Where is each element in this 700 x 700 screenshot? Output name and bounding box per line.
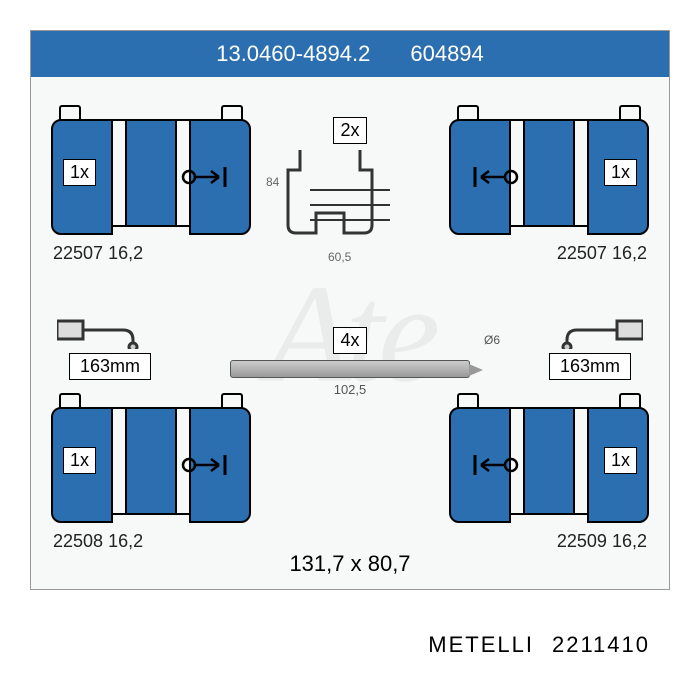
pad-code-br: 22509 16,2: [557, 531, 647, 552]
brand-ref: 2211410: [552, 632, 650, 658]
part-number: 13.0460-4894.2: [216, 41, 370, 67]
header-bar: 13.0460-4894.2 604894: [31, 31, 669, 77]
diagram-content: Ate 2x 84 60,5: [31, 77, 669, 591]
clip-icon: [280, 150, 420, 250]
short-code: 604894: [410, 41, 483, 67]
footer: METELLI 2211410: [428, 632, 650, 658]
direction-arrow-icon: [469, 165, 519, 189]
direction-arrow-icon: [181, 165, 231, 189]
brand-name: METELLI: [428, 632, 534, 658]
clip-width: 60,5: [328, 250, 351, 264]
sensor-diameter: Ø6: [484, 333, 500, 347]
clip-height: 84: [266, 175, 279, 189]
wire-sensor-right: [523, 309, 643, 349]
pad-bottom-right: 1x: [449, 393, 649, 523]
pad-qty: 1x: [63, 159, 96, 186]
pad-top-right: 1x: [449, 105, 649, 235]
wire-length-right: 163mm: [549, 353, 631, 380]
wire-sensor-left: [57, 309, 177, 349]
sensor-length: 102,5: [230, 382, 470, 397]
page: 13.0460-4894.2 604894 Ate 2x 84 60,5: [0, 0, 700, 700]
pad-qty: 1x: [604, 159, 637, 186]
wear-sensor-straight: 4x Ø6 102,5: [230, 327, 470, 397]
brake-pad-diagram: 13.0460-4894.2 604894 Ate 2x 84 60,5: [30, 30, 670, 590]
sensor-icon: [230, 360, 470, 378]
pad-qty: 1x: [63, 447, 96, 474]
overall-dimensions: 131,7 x 80,7: [289, 551, 410, 577]
pad-code-tr: 22507 16,2: [557, 243, 647, 264]
pad-code-tl: 22507 16,2: [53, 243, 143, 264]
pad-top-left: 1x: [51, 105, 251, 235]
direction-arrow-icon: [469, 453, 519, 477]
clip-qty: 2x: [333, 117, 366, 144]
wire-length-left: 163mm: [69, 353, 151, 380]
pad-code-bl: 22508 16,2: [53, 531, 143, 552]
pad-qty: 1x: [604, 447, 637, 474]
sensor-qty: 4x: [333, 327, 366, 354]
direction-arrow-icon: [181, 453, 231, 477]
pad-bottom-left: 1x: [51, 393, 251, 523]
retaining-clip: 2x 84 60,5: [280, 117, 420, 250]
